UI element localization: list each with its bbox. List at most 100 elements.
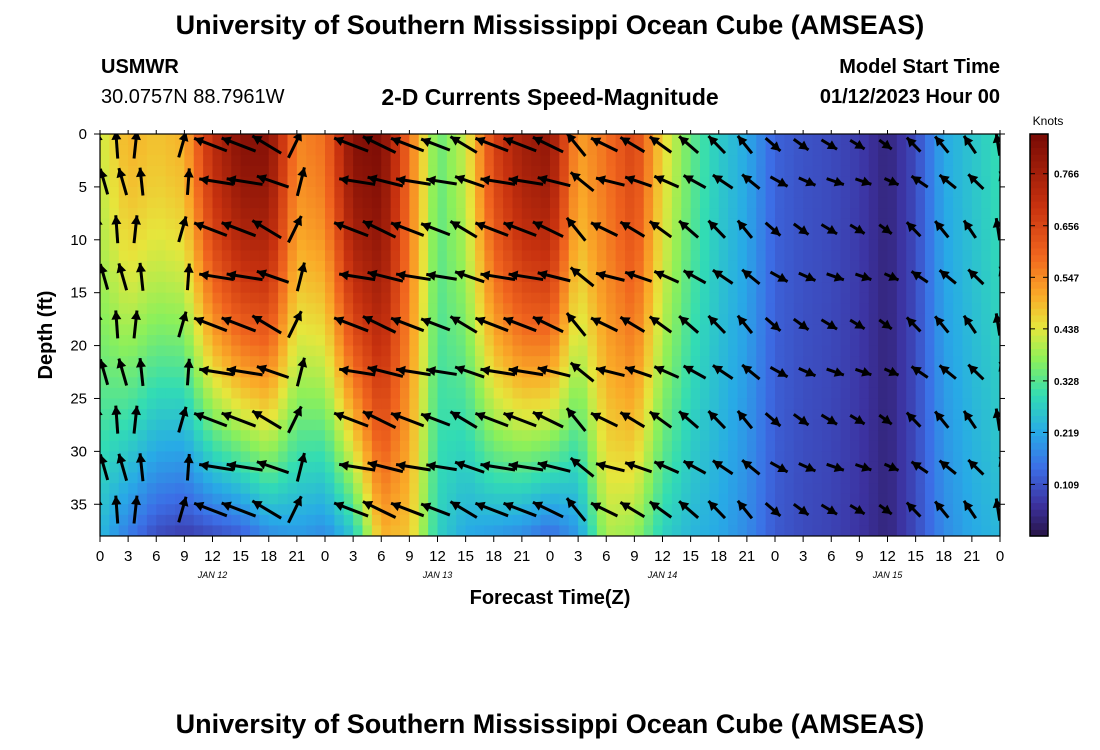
heatmap-cell bbox=[475, 387, 485, 400]
heatmap-cell bbox=[775, 155, 785, 167]
heatmap-cell bbox=[128, 525, 139, 536]
heatmap-cell bbox=[868, 356, 879, 368]
colorbar-swatch bbox=[1030, 328, 1048, 336]
heatmap-cell bbox=[428, 387, 439, 400]
heatmap-cell bbox=[793, 218, 804, 230]
heatmap-cell bbox=[615, 313, 626, 326]
heatmap-cell bbox=[362, 292, 373, 304]
heatmap-cell bbox=[915, 208, 926, 220]
heatmap-cell bbox=[981, 356, 992, 368]
heatmap-cell bbox=[606, 377, 617, 389]
heatmap-cell bbox=[765, 176, 776, 188]
heatmap-cell bbox=[193, 144, 204, 156]
heatmap-cell bbox=[625, 430, 635, 442]
current-arrow bbox=[177, 311, 189, 338]
heatmap-cell bbox=[390, 461, 401, 474]
heatmap-cell bbox=[100, 303, 110, 315]
heatmap-cell bbox=[446, 155, 457, 167]
heatmap-cell bbox=[953, 313, 964, 326]
heatmap-cell bbox=[934, 271, 945, 283]
heatmap-cell bbox=[128, 208, 139, 220]
heatmap-cell bbox=[718, 282, 729, 294]
heatmap-cell bbox=[615, 419, 626, 431]
heatmap-cell bbox=[371, 419, 382, 431]
heatmap-cell bbox=[859, 514, 870, 527]
heatmap-cell bbox=[259, 282, 270, 294]
heatmap-cell bbox=[118, 218, 129, 230]
colorbar-tick-label: 0.547 bbox=[1054, 273, 1079, 284]
heatmap-cell bbox=[953, 260, 964, 273]
heatmap-cell bbox=[756, 155, 767, 167]
heatmap-cell bbox=[896, 134, 907, 146]
heatmap-cell bbox=[446, 514, 457, 527]
heatmap-cell bbox=[484, 250, 495, 262]
heatmap-cell bbox=[662, 514, 673, 527]
current-arrow bbox=[116, 453, 129, 482]
heatmap-cell bbox=[850, 292, 860, 304]
current-arrow bbox=[707, 314, 727, 335]
heatmap-cell bbox=[521, 440, 532, 452]
current-arrow bbox=[565, 134, 587, 157]
heatmap-cell bbox=[409, 514, 420, 527]
heatmap-cell bbox=[128, 292, 139, 304]
heatmap-cell bbox=[700, 165, 710, 177]
heatmap-cell bbox=[475, 451, 485, 463]
heatmap-cell bbox=[371, 313, 382, 326]
heatmap-cell bbox=[962, 271, 973, 283]
heatmap-cell bbox=[278, 335, 289, 347]
heatmap-cell bbox=[203, 144, 214, 156]
heatmap-cell bbox=[868, 366, 879, 378]
heatmap-cell bbox=[709, 260, 720, 273]
current-arrow bbox=[251, 219, 282, 240]
heatmap-cell bbox=[100, 514, 110, 527]
current-arrow bbox=[338, 175, 376, 186]
heatmap-cell bbox=[840, 345, 851, 357]
heatmap-cell bbox=[334, 335, 345, 347]
heatmap-cell bbox=[184, 387, 195, 400]
heatmap-cell bbox=[137, 197, 148, 209]
heatmap-cell bbox=[840, 134, 851, 146]
heatmap-cell bbox=[653, 387, 664, 400]
heatmap-cell bbox=[943, 398, 954, 410]
heatmap-cell bbox=[746, 514, 757, 527]
heatmap-cell bbox=[334, 239, 345, 251]
heatmap-cell bbox=[193, 440, 204, 452]
heatmap-cell bbox=[156, 144, 167, 156]
heatmap-cell bbox=[240, 324, 251, 336]
heatmap-cell bbox=[971, 356, 982, 368]
heatmap-cell bbox=[456, 197, 467, 209]
heatmap-cell bbox=[925, 144, 935, 156]
heatmap-cell bbox=[934, 419, 945, 431]
y-tick-label: 0 bbox=[79, 126, 87, 143]
heatmap-cell bbox=[250, 387, 260, 400]
heatmap-cell bbox=[559, 292, 570, 304]
heatmap-cell bbox=[221, 514, 232, 527]
heatmap-cell bbox=[643, 493, 654, 505]
heatmap-cell bbox=[559, 419, 570, 431]
heatmap-cell bbox=[156, 409, 167, 421]
heatmap-cell bbox=[371, 335, 382, 347]
heatmap-cell bbox=[643, 165, 654, 177]
heatmap-cell bbox=[643, 186, 654, 199]
heatmap-cell bbox=[175, 303, 185, 315]
heatmap-cell bbox=[850, 186, 860, 199]
heatmap-cell bbox=[353, 144, 364, 156]
heatmap-cell bbox=[953, 208, 964, 220]
heatmap-cell bbox=[465, 430, 476, 442]
heatmap-cell bbox=[596, 144, 607, 156]
heatmap-cell bbox=[662, 387, 673, 400]
heatmap-cell bbox=[512, 345, 523, 357]
heatmap-cell bbox=[878, 377, 889, 389]
heatmap-cell bbox=[456, 483, 467, 495]
heatmap-cell bbox=[634, 356, 645, 368]
heatmap-cell bbox=[887, 324, 898, 336]
heatmap-cell bbox=[128, 239, 139, 251]
heatmap-cell bbox=[896, 292, 907, 304]
heatmap-cell bbox=[137, 239, 148, 251]
heatmap-cell bbox=[737, 366, 748, 378]
heatmap-cell bbox=[512, 260, 523, 273]
current-arrow bbox=[221, 411, 257, 428]
heatmap-cell bbox=[446, 303, 457, 315]
heatmap-cell bbox=[418, 440, 429, 452]
heatmap-cell bbox=[250, 504, 260, 516]
